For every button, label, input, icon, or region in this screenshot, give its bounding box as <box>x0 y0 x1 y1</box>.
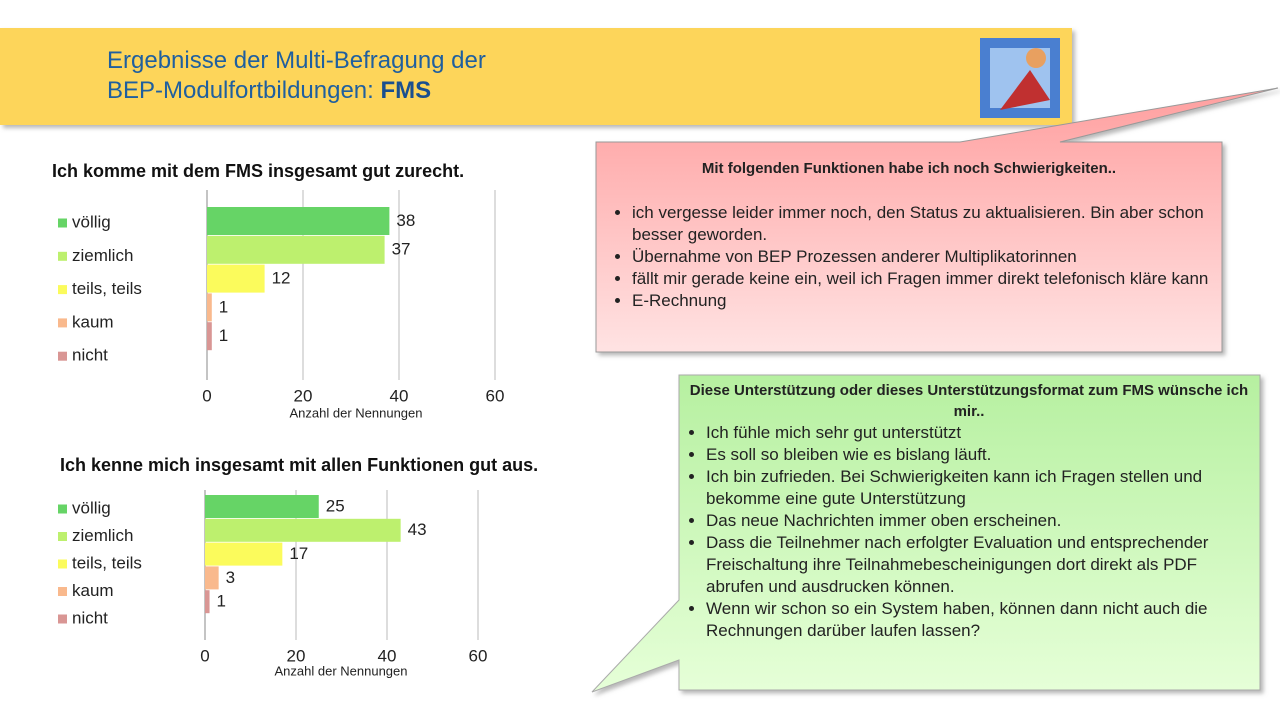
bar <box>207 235 385 264</box>
bar <box>207 207 390 235</box>
value-label: 25 <box>326 496 345 515</box>
value-label: 12 <box>272 268 291 287</box>
x-tick-label: 40 <box>390 386 409 405</box>
callout: Mit folgenden Funktionen habe ich noch S… <box>606 158 1212 312</box>
bullet-item: Dass die Teilnehmer nach erfolgter Evalu… <box>706 532 1254 598</box>
value-label: 1 <box>217 592 226 611</box>
bar <box>205 542 283 566</box>
bullet-item: Wenn wir schon so ein System haben, könn… <box>706 598 1254 642</box>
value-label: 37 <box>392 240 411 259</box>
legend-swatch <box>58 587 67 596</box>
legend-label: völlig <box>72 212 111 231</box>
legend-label: kaum <box>72 312 114 331</box>
callout: Diese Unterstützung oder dieses Unterstü… <box>684 380 1254 642</box>
legend-swatch <box>58 251 67 261</box>
x-axis-label: Anzahl der Nennungen <box>275 663 408 678</box>
legend-swatch <box>58 559 67 569</box>
chart-title: Ich komme mit dem FMS insgesamt gut zure… <box>52 161 464 181</box>
slide-title: Ergebnisse der Multi-Befragung der BEP-M… <box>107 46 486 106</box>
value-label: 43 <box>408 520 427 539</box>
bullet-list: ich vergesse leider immer noch, den Stat… <box>606 202 1212 312</box>
legend-label: teils, teils <box>72 279 142 298</box>
legend-label: ziemlich <box>72 246 133 265</box>
legend-swatch <box>58 218 67 228</box>
callout-title: Diese Unterstützung oder dieses Unterstü… <box>689 382 1249 420</box>
legend-label: nicht <box>72 346 108 365</box>
bullet-item: E-Rechnung <box>632 290 1212 312</box>
chart-title: Ich kenne mich insgesamt mit allen Funkt… <box>60 455 538 475</box>
callout-box <box>591 374 1261 693</box>
bullet-item: ich vergesse leider immer noch, den Stat… <box>632 202 1212 246</box>
header-band <box>0 28 1072 125</box>
title-text: BEP-Modulfortbildungen: <box>107 77 374 104</box>
bar <box>205 566 219 590</box>
legend-label: teils, teils <box>72 553 142 572</box>
callout-title: Mit folgenden Funktionen habe ich noch S… <box>701 160 1117 177</box>
bullet-item: Ich bin zufrieden. Bei Schwierigkeiten k… <box>706 466 1254 510</box>
bullet-item: fällt mir gerade keine ein, weil ich Fra… <box>632 268 1212 290</box>
callout-box <box>595 87 1279 353</box>
legend-label: ziemlich <box>72 526 133 545</box>
x-tick-label: 0 <box>202 386 211 405</box>
value-label: 17 <box>289 544 308 563</box>
bar <box>207 293 212 322</box>
bar <box>205 590 210 614</box>
bullet-item: Ich fühle mich sehr gut unterstützt <box>706 422 1254 444</box>
x-tick-label: 60 <box>486 386 505 405</box>
legend-swatch <box>58 532 67 541</box>
x-tick-label: 60 <box>469 646 488 665</box>
bullet-item: Es soll so bleiben wie es bislang läuft. <box>706 444 1254 466</box>
title-bold: FMS <box>380 77 432 104</box>
bar <box>207 322 212 351</box>
bullet-item: Das neue Nachrichten immer oben erschein… <box>706 510 1254 532</box>
value-label: 38 <box>396 211 415 230</box>
legend-label: völlig <box>72 498 111 517</box>
legend-label: kaum <box>72 581 114 600</box>
bar <box>205 518 401 542</box>
x-tick-label: 0 <box>200 646 209 665</box>
legend-swatch <box>58 504 67 514</box>
x-tick-label: 20 <box>287 646 306 665</box>
x-tick-label: 40 <box>378 646 397 665</box>
x-tick-label: 20 <box>294 386 313 405</box>
value-label: 1 <box>219 326 228 345</box>
legend-swatch <box>58 614 67 624</box>
x-axis-label: Anzahl der Nennungen <box>290 405 423 420</box>
legend-swatch <box>58 351 67 361</box>
bullet-item: Übernahme von BEP Prozessen anderer Mult… <box>632 246 1212 268</box>
bullet-list: Ich fühle mich sehr gut unterstütztEs so… <box>684 422 1254 642</box>
value-label: 3 <box>226 568 235 587</box>
value-label: 1 <box>219 297 228 316</box>
logo <box>980 38 1060 118</box>
bar <box>207 264 265 293</box>
legend-label: nicht <box>72 608 108 627</box>
title-line: Ergebnisse der Multi-Befragung der <box>107 47 486 74</box>
bar <box>205 495 319 518</box>
legend-swatch <box>58 318 67 328</box>
legend-swatch <box>58 285 67 295</box>
title-line: BEP-Modulfortbildungen: FMS <box>107 76 486 106</box>
